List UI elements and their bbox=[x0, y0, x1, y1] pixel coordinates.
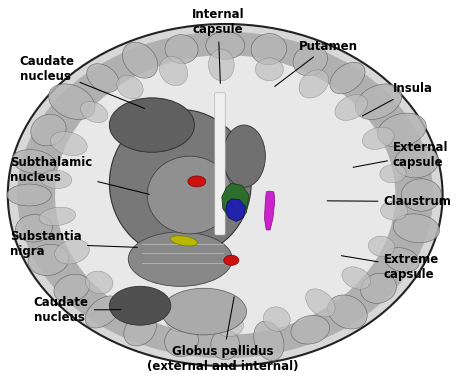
Ellipse shape bbox=[161, 288, 246, 335]
Text: Caudate
nucleus: Caudate nucleus bbox=[19, 55, 145, 108]
Ellipse shape bbox=[85, 271, 113, 294]
Ellipse shape bbox=[381, 201, 408, 220]
Text: Claustrum: Claustrum bbox=[327, 195, 451, 208]
Ellipse shape bbox=[362, 127, 394, 149]
Ellipse shape bbox=[147, 156, 232, 234]
Text: External
capsule: External capsule bbox=[353, 140, 448, 168]
Ellipse shape bbox=[31, 114, 66, 146]
Ellipse shape bbox=[55, 239, 90, 264]
Ellipse shape bbox=[224, 255, 239, 265]
Polygon shape bbox=[264, 191, 275, 230]
Ellipse shape bbox=[299, 70, 329, 98]
Ellipse shape bbox=[291, 316, 329, 344]
Ellipse shape bbox=[254, 321, 284, 361]
Text: Globus pallidus
(external and internal): Globus pallidus (external and internal) bbox=[147, 297, 299, 372]
Ellipse shape bbox=[368, 236, 395, 257]
Text: Subthalamic
nucleus: Subthalamic nucleus bbox=[10, 156, 149, 194]
Ellipse shape bbox=[171, 236, 198, 246]
Ellipse shape bbox=[159, 56, 188, 85]
Ellipse shape bbox=[49, 84, 95, 120]
Ellipse shape bbox=[380, 164, 406, 183]
Ellipse shape bbox=[394, 145, 438, 178]
Ellipse shape bbox=[393, 214, 439, 243]
Text: Internal
capsule: Internal capsule bbox=[192, 9, 245, 83]
Text: Insula: Insula bbox=[362, 82, 433, 116]
Text: Putamen: Putamen bbox=[274, 39, 357, 87]
Polygon shape bbox=[222, 183, 249, 220]
Ellipse shape bbox=[8, 24, 443, 366]
Ellipse shape bbox=[328, 295, 367, 329]
Ellipse shape bbox=[164, 325, 199, 357]
Ellipse shape bbox=[206, 32, 245, 59]
Ellipse shape bbox=[264, 307, 290, 331]
Ellipse shape bbox=[12, 150, 56, 174]
Ellipse shape bbox=[7, 184, 51, 206]
Text: Substantia
nigra: Substantia nigra bbox=[10, 230, 137, 258]
Ellipse shape bbox=[87, 64, 119, 92]
Ellipse shape bbox=[16, 215, 52, 242]
Ellipse shape bbox=[306, 289, 335, 317]
Text: Extreme
capsule: Extreme capsule bbox=[341, 253, 439, 281]
Ellipse shape bbox=[55, 55, 395, 335]
Ellipse shape bbox=[165, 35, 198, 64]
Ellipse shape bbox=[54, 274, 90, 302]
Ellipse shape bbox=[117, 75, 143, 99]
Ellipse shape bbox=[109, 286, 171, 325]
FancyBboxPatch shape bbox=[215, 93, 225, 235]
Ellipse shape bbox=[39, 207, 76, 226]
Ellipse shape bbox=[211, 330, 239, 360]
Ellipse shape bbox=[17, 32, 433, 358]
Ellipse shape bbox=[81, 101, 108, 122]
Polygon shape bbox=[226, 199, 246, 222]
Ellipse shape bbox=[251, 34, 287, 65]
Ellipse shape bbox=[209, 49, 234, 81]
Ellipse shape bbox=[28, 244, 69, 276]
Ellipse shape bbox=[377, 113, 426, 147]
Ellipse shape bbox=[356, 84, 401, 119]
Ellipse shape bbox=[166, 310, 196, 332]
Ellipse shape bbox=[123, 292, 150, 320]
Ellipse shape bbox=[384, 248, 419, 272]
Ellipse shape bbox=[109, 110, 251, 257]
Ellipse shape bbox=[293, 44, 328, 76]
Text: Caudate
nucleus: Caudate nucleus bbox=[34, 296, 121, 324]
Ellipse shape bbox=[85, 296, 120, 328]
Ellipse shape bbox=[41, 170, 72, 189]
Ellipse shape bbox=[330, 62, 365, 94]
Ellipse shape bbox=[51, 132, 87, 156]
Ellipse shape bbox=[401, 179, 441, 211]
Ellipse shape bbox=[255, 58, 283, 81]
Ellipse shape bbox=[342, 267, 371, 289]
Ellipse shape bbox=[361, 273, 396, 303]
Ellipse shape bbox=[122, 42, 158, 78]
Ellipse shape bbox=[335, 95, 367, 121]
Ellipse shape bbox=[109, 98, 194, 152]
Ellipse shape bbox=[188, 176, 206, 187]
Ellipse shape bbox=[128, 232, 232, 286]
Ellipse shape bbox=[215, 314, 244, 337]
Ellipse shape bbox=[124, 314, 156, 346]
Ellipse shape bbox=[223, 125, 265, 187]
